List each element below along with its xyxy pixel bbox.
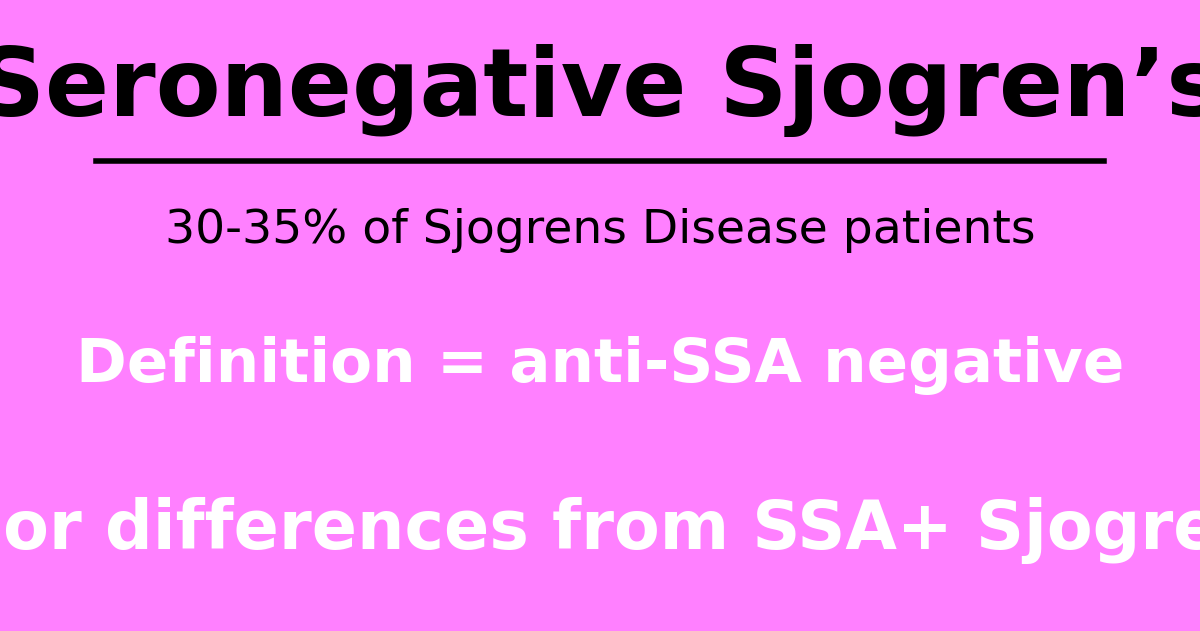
- Text: 30-35% of Sjogrens Disease patients: 30-35% of Sjogrens Disease patients: [164, 208, 1036, 253]
- Text: Definition = anti-SSA negative: Definition = anti-SSA negative: [76, 336, 1124, 396]
- Text: Major differences from SSA+ Sjogren’s: Major differences from SSA+ Sjogren’s: [0, 497, 1200, 563]
- Text: Seronegative Sjogren’s: Seronegative Sjogren’s: [0, 44, 1200, 137]
